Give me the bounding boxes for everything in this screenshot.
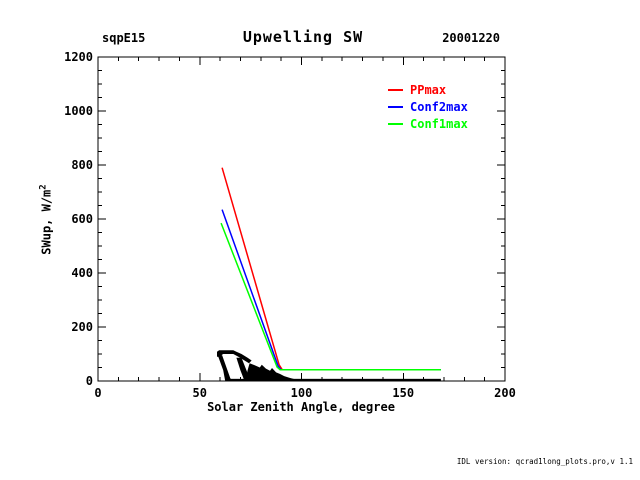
legend-line-swatch [388,88,403,91]
page-title: Upwelling SW [242,28,364,46]
y-tick-label: 1000 [64,104,93,118]
x-tick-label: 150 [392,386,415,400]
series-line-conf2max [221,209,441,371]
series-line-conf1max [220,222,441,371]
y-tick-label: 400 [71,266,93,280]
axis-ticks [97,56,506,382]
y-tick-label: 600 [71,212,93,226]
legend-line-swatch [388,105,403,108]
legend-line-swatch [388,122,403,125]
x-tick-label: 100 [290,386,313,400]
footer-left: Sat Dec 9 06:18:09 2006 Battelle Pacific… [8,447,356,480]
scatter-baseline [226,378,441,382]
legend-label: PPmax [410,82,447,97]
y-axis-title-superscript: 2 [38,184,49,190]
legend: PPmax Conf2max Conf1max [388,81,468,132]
scatter-cloud [217,350,441,382]
footer-idl-version: IDL version: qcrad1long_plots.pro,v 1.1 [456,457,633,467]
footer-right: IDL version: qcrad1long_plots.pro,v 1.1 … [398,443,633,480]
scatter-blob [217,350,252,364]
site-label: sqpE15 [102,31,146,45]
x-tick-label: 200 [494,386,516,400]
date-label: 20001220 [442,31,500,45]
x-tick-label: 50 [192,386,207,400]
legend-label: Conf1max [410,116,468,131]
legend-item-conf1max: Conf1max [388,115,468,132]
scatter-blob [217,355,233,381]
y-tick-label: 1200 [64,50,93,64]
legend-label: Conf2max [410,99,468,114]
legend-item-ppmax: PPmax [388,81,468,98]
scatter-blob [245,363,299,381]
y-tick-label: 800 [71,158,93,172]
x-tick-label: 0 [94,386,102,400]
legend-item-conf2max: Conf2max [388,98,468,115]
y-tick-label: 0 [85,374,93,388]
y-tick-label: 200 [71,320,93,334]
series-line-ppmax [221,167,441,371]
x-axis-title: Solar Zenith Angle, degree [207,400,395,414]
